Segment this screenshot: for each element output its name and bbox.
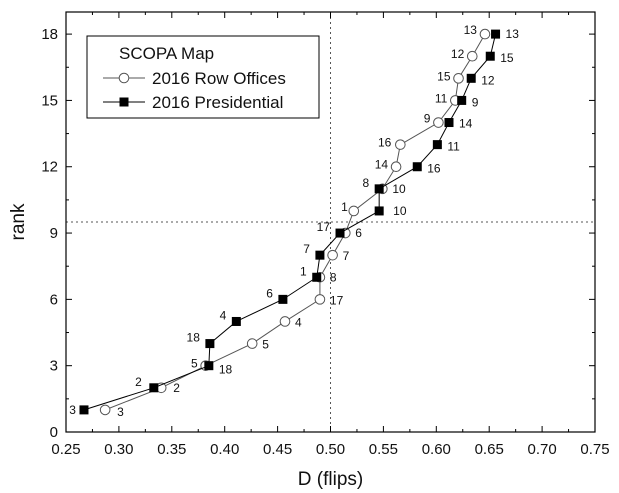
x-tick-label: 0.30 bbox=[104, 441, 133, 458]
data-point-circle bbox=[479, 28, 491, 40]
data-point-square bbox=[79, 405, 89, 415]
data-point-square bbox=[278, 294, 288, 304]
data-point-label: 10 bbox=[393, 204, 407, 218]
data-point-label: 6 bbox=[355, 226, 362, 240]
y-axis-title: rank bbox=[8, 203, 29, 240]
data-point-label: 14 bbox=[459, 117, 473, 131]
data-point-square bbox=[312, 272, 322, 282]
data-point-label: 2 bbox=[173, 381, 180, 395]
y-tick-label: 6 bbox=[50, 291, 58, 308]
data-point-circle bbox=[246, 338, 258, 349]
data-point-label: 16 bbox=[427, 162, 441, 176]
data-point-circle bbox=[327, 249, 338, 261]
data-point-circle bbox=[99, 404, 111, 416]
legend-marker-circle bbox=[118, 72, 130, 84]
data-point-label: 3 bbox=[69, 403, 76, 417]
data-point-label: 8 bbox=[362, 176, 369, 190]
data-point-circle bbox=[348, 205, 360, 217]
data-point-label: 4 bbox=[295, 315, 302, 329]
data-point-label: 1 bbox=[300, 264, 307, 278]
data-point-label: 14 bbox=[375, 158, 389, 172]
data-point-circle bbox=[279, 316, 291, 327]
data-point-square bbox=[335, 228, 345, 238]
data-point-label: 15 bbox=[500, 51, 514, 65]
y-tick-label: 9 bbox=[50, 225, 58, 242]
legend-entry-label: 2016 Row Offices bbox=[152, 69, 286, 88]
x-tick-label: 0.65 bbox=[475, 441, 504, 458]
data-point-label: 5 bbox=[191, 357, 198, 371]
y-tick-label: 15 bbox=[41, 92, 58, 109]
data-point-square bbox=[412, 162, 422, 172]
y-tick-label: 12 bbox=[41, 159, 58, 176]
data-point-label: 11 bbox=[447, 140, 460, 154]
data-point-label: 12 bbox=[451, 47, 465, 61]
data-point-square bbox=[204, 361, 214, 371]
data-point-label: 18 bbox=[187, 331, 201, 345]
data-point-label: 9 bbox=[424, 112, 431, 126]
data-point-label: 5 bbox=[262, 338, 269, 352]
data-point-label: 17 bbox=[330, 293, 344, 307]
legend-title: SCOPA Map bbox=[119, 44, 214, 63]
data-point-label: 3 bbox=[117, 405, 124, 419]
data-point-label: 13 bbox=[464, 23, 478, 37]
data-point-square bbox=[205, 339, 215, 349]
y-tick-label: 0 bbox=[50, 424, 58, 441]
data-point-label: 1 bbox=[341, 200, 348, 214]
data-point-label: 11 bbox=[435, 91, 448, 105]
data-point-label: 8 bbox=[330, 270, 337, 284]
legend-entry-label: 2016 Presidential bbox=[152, 93, 283, 112]
x-tick-label: 0.55 bbox=[369, 441, 398, 458]
data-point-square bbox=[491, 29, 501, 39]
data-point-label: 4 bbox=[220, 308, 227, 322]
data-point-circle bbox=[390, 161, 402, 173]
data-point-label: 17 bbox=[317, 220, 331, 234]
x-tick-label: 0.45 bbox=[263, 441, 292, 458]
data-point-square bbox=[374, 206, 384, 216]
x-tick-label: 0.35 bbox=[157, 441, 186, 458]
x-tick-label: 0.70 bbox=[527, 441, 556, 458]
data-point-square bbox=[457, 95, 467, 105]
data-point-label: 16 bbox=[378, 136, 392, 150]
data-point-label: 15 bbox=[437, 69, 451, 83]
data-point-square bbox=[231, 316, 241, 326]
data-point-circle bbox=[453, 73, 464, 84]
data-point-circle bbox=[314, 294, 326, 305]
x-tick-label: 0.75 bbox=[580, 441, 609, 458]
data-point-square bbox=[444, 118, 454, 128]
data-point-label: 7 bbox=[343, 249, 350, 263]
y-tick-label: 18 bbox=[41, 26, 58, 43]
data-point-label: 10 bbox=[392, 182, 406, 196]
data-point-label: 6 bbox=[266, 286, 273, 300]
data-point-square bbox=[374, 184, 384, 194]
data-point-label: 12 bbox=[481, 73, 495, 87]
y-tick-label: 3 bbox=[50, 358, 58, 375]
data-point-label: 9 bbox=[472, 95, 479, 109]
data-point-square bbox=[466, 73, 476, 83]
data-point-square bbox=[315, 250, 325, 260]
data-point-square bbox=[149, 383, 159, 393]
data-point-label: 2 bbox=[135, 375, 142, 389]
data-point-label: 7 bbox=[303, 242, 310, 256]
x-tick-label: 0.50 bbox=[316, 441, 345, 458]
data-point-label: 18 bbox=[219, 363, 233, 377]
legend-marker-square bbox=[119, 97, 129, 107]
data-point-square bbox=[432, 140, 442, 150]
x-tick-label: 0.60 bbox=[422, 441, 451, 458]
data-point-circle bbox=[395, 139, 406, 150]
data-point-circle bbox=[433, 117, 444, 128]
data-point-label: 13 bbox=[506, 27, 520, 41]
data-point-square bbox=[485, 51, 495, 61]
data-point-circle bbox=[466, 50, 478, 62]
x-axis-title: D (flips) bbox=[298, 469, 363, 490]
x-tick-label: 0.40 bbox=[210, 441, 239, 458]
x-tick-label: 0.25 bbox=[51, 441, 80, 458]
